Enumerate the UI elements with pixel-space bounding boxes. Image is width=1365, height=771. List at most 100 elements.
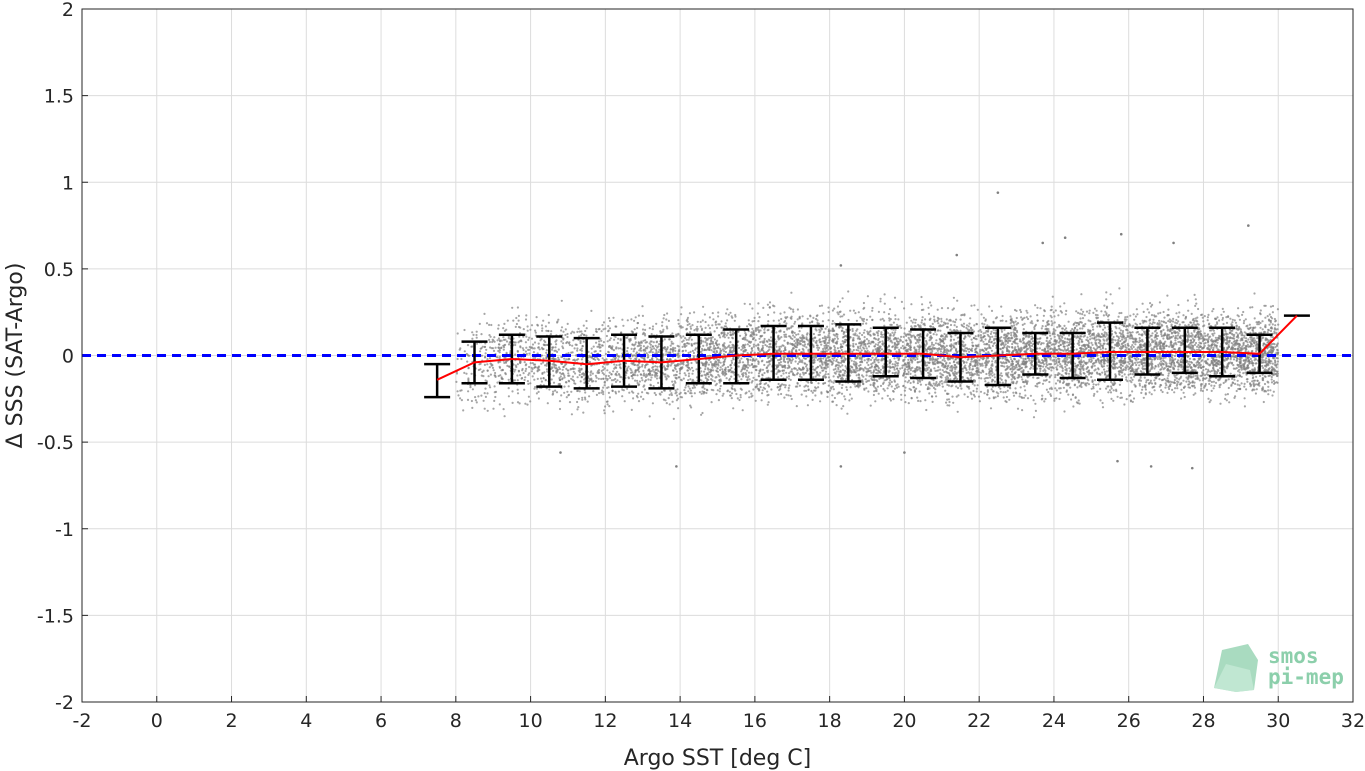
scatter-point	[499, 360, 502, 363]
scatter-point	[552, 369, 555, 372]
scatter-point	[806, 317, 809, 320]
scatter-point	[704, 326, 707, 329]
scatter-point	[739, 393, 742, 397]
scatter-point	[746, 361, 750, 364]
scatter-point	[696, 327, 699, 331]
scatter-point	[488, 340, 491, 344]
scatter-point	[1162, 356, 1165, 360]
scatter-point	[918, 348, 921, 351]
scatter-point	[1199, 345, 1202, 348]
scatter-point	[1104, 335, 1107, 338]
scatter-point	[471, 406, 474, 409]
scatter-point	[567, 352, 570, 355]
scatter-point	[986, 393, 989, 396]
scatter-point	[1268, 351, 1271, 354]
scatter-point	[790, 291, 793, 294]
scatter-point	[1065, 390, 1068, 393]
scatter-point	[732, 407, 735, 410]
scatter-point	[860, 349, 863, 352]
scatter-point	[539, 339, 542, 342]
scatter-point	[832, 388, 835, 391]
scatter-point	[619, 347, 622, 350]
scatter-point	[751, 307, 754, 310]
scatter-point	[595, 330, 598, 333]
scatter-point	[839, 365, 842, 368]
scatter-point	[881, 340, 884, 343]
scatter-point	[1175, 322, 1179, 325]
scatter-point	[858, 382, 861, 385]
scatter-point	[1159, 384, 1163, 387]
scatter-point	[1167, 372, 1170, 375]
scatter-point	[1224, 393, 1227, 396]
scatter-point	[1181, 368, 1184, 371]
scatter-point	[1111, 358, 1114, 361]
scatter-point	[1227, 378, 1230, 381]
scatter-point	[964, 347, 967, 350]
scatter-point	[832, 375, 835, 378]
scatter-point	[1030, 344, 1034, 347]
scatter-point	[632, 391, 635, 394]
scatter-point	[827, 384, 830, 387]
scatter-point	[1204, 368, 1208, 371]
scatter-point	[759, 386, 762, 389]
scatter-point	[526, 329, 529, 332]
scatter-point	[829, 389, 832, 392]
scatter-point	[644, 328, 647, 331]
scatter-point	[961, 313, 964, 316]
scatter-point	[1255, 388, 1258, 391]
scatter-point	[622, 389, 625, 392]
scatter-point	[552, 390, 555, 393]
scatter-point	[990, 330, 993, 333]
scatter-point	[533, 372, 536, 375]
scatter-point	[1065, 309, 1068, 312]
scatter-point	[1218, 319, 1221, 322]
scatter-point	[630, 318, 633, 321]
scatter-point	[972, 389, 975, 393]
scatter-point	[818, 304, 822, 308]
scatter-point	[613, 363, 616, 366]
scatter-point	[777, 359, 780, 362]
scatter-point	[1193, 343, 1197, 346]
scatter-point	[842, 313, 846, 316]
scatter-point	[906, 368, 909, 371]
scatter-point	[523, 378, 526, 382]
scatter-point	[1136, 361, 1139, 364]
scatter-point	[648, 415, 651, 418]
scatter-point	[859, 384, 862, 387]
scatter-point	[1063, 324, 1066, 327]
scatter-point	[999, 390, 1002, 393]
scatter-point	[1057, 345, 1060, 348]
scatter-point	[1112, 389, 1115, 392]
scatter-point	[687, 372, 691, 375]
scatter-point	[946, 375, 949, 378]
scatter-point	[1039, 369, 1042, 373]
scatter-point	[1157, 371, 1160, 374]
scatter-point	[1043, 309, 1046, 312]
scatter-point	[602, 368, 605, 371]
scatter-point	[972, 393, 976, 396]
scatter-point	[511, 390, 514, 393]
scatter-point	[1252, 331, 1255, 334]
scatter-point	[598, 392, 601, 395]
scatter-point	[623, 400, 626, 403]
scatter-point	[699, 320, 702, 324]
scatter-point	[876, 385, 880, 388]
scatter-point	[983, 392, 986, 395]
scatter-point	[1110, 387, 1113, 390]
scatter-point	[1042, 379, 1045, 382]
scatter-point	[939, 368, 942, 371]
scatter-point	[994, 335, 997, 338]
scatter-point	[713, 380, 716, 383]
scatter-point	[715, 382, 718, 385]
scatter-point	[1098, 362, 1101, 365]
scatter-point	[567, 394, 570, 397]
scatter-point	[940, 307, 944, 310]
scatter-point	[1009, 387, 1012, 390]
scatter-point	[1077, 399, 1080, 402]
scatter-point	[960, 387, 963, 390]
scatter-point	[800, 393, 803, 396]
scatter-point	[488, 334, 491, 337]
scatter-point	[1213, 332, 1216, 335]
scatter-point	[826, 325, 829, 328]
scatter-point	[532, 357, 535, 360]
